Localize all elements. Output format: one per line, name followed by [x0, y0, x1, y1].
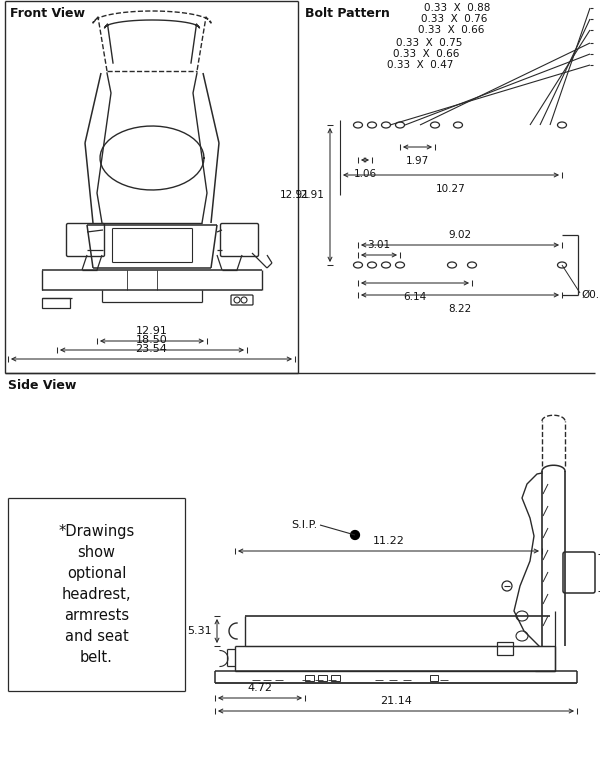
- Text: Front View: Front View: [10, 7, 85, 20]
- Text: 12.91: 12.91: [280, 190, 310, 200]
- Text: 3.01: 3.01: [367, 240, 391, 250]
- Text: 0.33  X  0.75: 0.33 X 0.75: [395, 38, 462, 48]
- Text: 0.33  X  0.66: 0.33 X 0.66: [392, 49, 459, 59]
- Text: 4.72: 4.72: [248, 683, 272, 693]
- Text: 12.91: 12.91: [136, 326, 168, 336]
- Text: 11.22: 11.22: [373, 536, 404, 546]
- Text: 5.31: 5.31: [187, 626, 212, 636]
- Text: 8.22: 8.22: [448, 304, 472, 314]
- Text: 10.27: 10.27: [436, 184, 466, 194]
- Text: 9.02: 9.02: [448, 230, 472, 240]
- Text: 1.06: 1.06: [353, 169, 377, 179]
- Text: 6.14: 6.14: [403, 292, 427, 302]
- Text: 0.33  X  0.47: 0.33 X 0.47: [386, 60, 453, 70]
- Text: Side View: Side View: [8, 379, 76, 392]
- Text: 0.33  X  0.66: 0.33 X 0.66: [418, 25, 484, 35]
- Text: 21.14: 21.14: [380, 696, 412, 706]
- Text: 1.97: 1.97: [406, 156, 429, 166]
- Text: Ø0.33: Ø0.33: [581, 290, 600, 300]
- Text: 0.33  X  0.88: 0.33 X 0.88: [424, 3, 490, 13]
- Text: 0.33  X  0.76: 0.33 X 0.76: [421, 14, 487, 24]
- Text: 12.91: 12.91: [295, 190, 325, 200]
- Circle shape: [350, 530, 359, 539]
- Text: *Drawings
show
optional
headrest,
armrests
and seat
belt.: *Drawings show optional headrest, armres…: [58, 524, 134, 665]
- Text: 18.50: 18.50: [136, 335, 168, 345]
- Text: 23.54: 23.54: [136, 344, 167, 354]
- Text: S.I.P.: S.I.P.: [291, 520, 317, 530]
- Text: Bolt Pattern: Bolt Pattern: [305, 7, 390, 20]
